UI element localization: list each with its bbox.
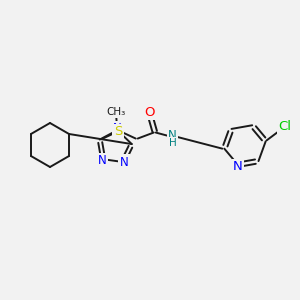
Text: H: H xyxy=(169,137,177,148)
Text: S: S xyxy=(115,125,123,138)
Text: N: N xyxy=(120,155,128,169)
Text: CH₃: CH₃ xyxy=(107,107,126,117)
Text: N: N xyxy=(168,129,177,142)
Text: N: N xyxy=(98,154,106,167)
Text: N: N xyxy=(113,122,122,135)
Text: Cl: Cl xyxy=(278,120,291,133)
Text: N: N xyxy=(233,160,243,173)
Text: O: O xyxy=(145,106,155,119)
